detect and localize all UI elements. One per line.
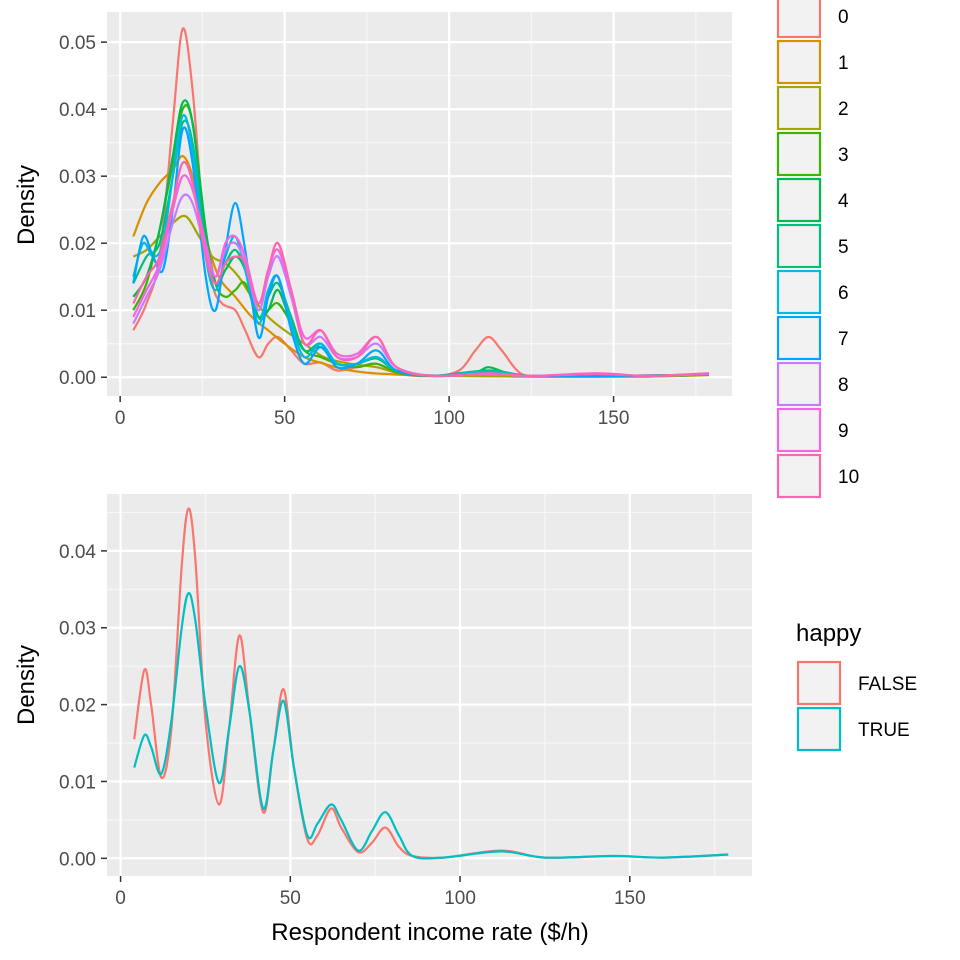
legend-key-7 — [776, 315, 822, 361]
top-plot-x-ticks: 0 50 100 150 — [115, 396, 630, 429]
y-tick-label: 0.05 — [59, 33, 96, 54]
y-tick-label: 0.03 — [59, 619, 96, 640]
legend-key-8 — [776, 361, 822, 407]
bottom-plot-series-lines — [133, 507, 729, 860]
top-plot-series-lines — [132, 27, 710, 378]
legend-label-0: 0 — [838, 7, 849, 28]
legend-key-6 — [776, 269, 822, 315]
legend-key-0 — [776, 0, 822, 39]
x-tick-label: 50 — [274, 408, 295, 429]
legend-label-4: 4 — [838, 191, 849, 212]
legend-label-10: 10 — [838, 467, 859, 488]
legend-label-FALSE: FALSE — [858, 674, 917, 695]
legend-label-2: 2 — [838, 99, 849, 120]
legend-key-2 — [776, 85, 822, 131]
bottom-plot-y-axis-title: Density — [13, 645, 40, 725]
legend-key-3 — [776, 131, 822, 177]
legend-key-9 — [776, 407, 822, 453]
x-tick-label: 100 — [433, 408, 465, 429]
x-tick-label: 150 — [598, 408, 630, 429]
x-tick-label: 0 — [115, 408, 126, 429]
legend-label-7: 7 — [838, 329, 849, 350]
bottom-plot-x-ticks: 0 50 100 150 — [115, 876, 646, 909]
legend-key-4 — [776, 177, 822, 223]
top-plot-legend: 0 1 2 3 4 5 6 7 8 9 10 — [776, 0, 859, 499]
y-tick-label: 0.00 — [59, 849, 96, 870]
x-tick-label: 150 — [614, 888, 646, 909]
bottom-plot-legend-title: happy — [796, 620, 861, 647]
top-plot-y-axis-title: Density — [13, 165, 40, 245]
bottom-plot-y-ticks: 0.00 0.01 0.02 0.03 0.04 — [59, 542, 107, 870]
legend-key-FALSE — [796, 660, 842, 706]
x-tick-label: 50 — [280, 888, 301, 909]
legend-key-1 — [776, 39, 822, 85]
y-tick-label: 0.03 — [59, 167, 96, 188]
y-tick-label: 0.01 — [59, 301, 96, 322]
series-line-TRUE — [133, 592, 729, 860]
legend-label-5: 5 — [838, 237, 849, 258]
x-tick-label: 0 — [115, 888, 126, 909]
top-plot-y-ticks: 0.00 0.01 0.02 0.03 0.04 0.05 — [59, 33, 107, 389]
bottom-plot-background — [107, 494, 752, 876]
legend-label-9: 9 — [838, 421, 849, 442]
legend-label-TRUE: TRUE — [858, 720, 910, 741]
series-line-10 — [132, 160, 710, 378]
legend-label-3: 3 — [838, 145, 849, 166]
legend-label-1: 1 — [838, 53, 849, 74]
bottom-plot-x-axis-title: Respondent income rate ($/h) — [271, 919, 589, 946]
x-tick-label: 100 — [444, 888, 476, 909]
bottom-plot-legend: FALSE TRUE — [796, 660, 917, 752]
y-tick-label: 0.02 — [59, 234, 96, 255]
y-tick-label: 0.02 — [59, 696, 96, 717]
legend-key-TRUE — [796, 706, 842, 752]
legend-key-5 — [776, 223, 822, 269]
bottom-density-chart: 0 50 100 150 0.00 0.01 0.02 0.03 0.04 Density R… — [13, 494, 917, 946]
y-tick-label: 0.04 — [59, 542, 96, 563]
legend-key-10 — [776, 453, 822, 499]
y-tick-label: 0.01 — [59, 772, 96, 793]
top-density-chart: 0 50 100 150 0.000.010.020.030.040.05 Densi… — [13, 0, 859, 499]
y-tick-label: 0.04 — [59, 100, 96, 121]
y-tick-label: 0.00 — [59, 368, 96, 389]
legend-label-6: 6 — [838, 283, 849, 304]
legend-label-8: 8 — [838, 375, 849, 396]
